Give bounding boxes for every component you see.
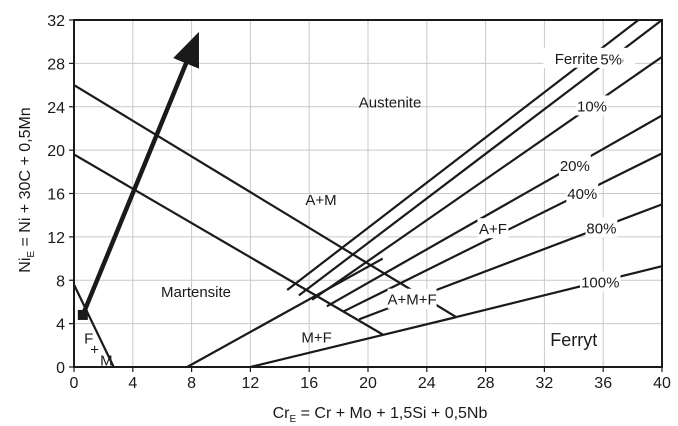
boundary-line (73, 284, 115, 368)
ferrite-line-20-percent (326, 114, 663, 308)
y-tick-label: 8 (56, 273, 65, 290)
y-tick-label: 32 (47, 13, 65, 30)
x-axis-label-sub: E (290, 414, 297, 425)
x-tick-label: 8 (187, 375, 196, 392)
ferrite-label-bg (558, 155, 591, 176)
region-label-bg (387, 288, 437, 309)
y-tick-label: 20 (47, 143, 65, 160)
ferrite-label-bg (585, 217, 618, 238)
ferrite-label: 80% (586, 220, 616, 237)
region-label-f: F (84, 331, 93, 348)
region-label-austenite: Austenite (359, 94, 422, 111)
y-axis-label-sub: E (26, 251, 37, 258)
x-tick-label: 28 (477, 375, 495, 392)
ferrite-label: 40% (567, 186, 597, 203)
region-label-ferryt: Ferryt (550, 330, 597, 350)
y-axis-label-rest: = Ni + 30C + 0,5Mn (17, 107, 34, 251)
y-tick-label: 0 (56, 360, 65, 377)
x-ticks: 0 4 8 12 16 20 24 28 32 36 40 (70, 367, 671, 392)
ferrite-label: 20% (560, 158, 590, 175)
y-tick-label: 28 (47, 56, 65, 73)
x-axis-label: CrE = Cr + Mo + 1,5Si + 0,5Nb (273, 405, 488, 425)
x-tick-label: 12 (242, 375, 260, 392)
x-tick-label: 20 (359, 375, 377, 392)
y-tick-label: 16 (47, 187, 65, 204)
x-tick-label: 36 (594, 375, 612, 392)
region-label-m: M (100, 352, 113, 369)
x-tick-label: 24 (418, 375, 436, 392)
region-label-a-f: A+F (479, 221, 507, 238)
ferrite-label-bg (580, 271, 621, 292)
x-axis-label-main: Cr (273, 405, 291, 422)
y-tick-label: 4 (56, 317, 65, 334)
arrow-shaft (80, 31, 199, 316)
ferrite-line-100-percent (455, 265, 663, 319)
ferrite-label: 100% (581, 274, 619, 291)
y-tick-label: 12 (47, 230, 65, 247)
ferrite-lines: Ferrite 0%5%10%20%40%80%100% (286, 19, 663, 321)
x-tick-label: 40 (653, 375, 671, 392)
x-tick-label: 4 (128, 375, 137, 392)
y-tick-label: 24 (47, 100, 65, 117)
arrow-start-marker (77, 309, 88, 320)
y-ticks: 0 4 8 12 16 20 24 28 32 (47, 13, 74, 377)
region-label-m-f: M+F (301, 330, 331, 347)
ferrite-label: 10% (577, 98, 607, 115)
x-tick-label: 0 (70, 375, 79, 392)
plot-frame (73, 19, 663, 368)
region-label-a-m: A+M (305, 192, 336, 209)
region-label-plus: + (90, 342, 99, 359)
grid (74, 20, 662, 367)
x-axis-label-rest: = Cr + Mo + 1,5Si + 0,5Nb (296, 405, 487, 422)
region-label-a-m-f: A+M+F (388, 292, 437, 309)
boundary-line (73, 84, 457, 319)
boundary-line (250, 316, 457, 369)
ferrite-label-bg (599, 48, 623, 69)
region-labels: Austenite A+M Martensite A+F A+M+F M+F Ferryt F… (84, 94, 597, 369)
ferrite-label-bg (566, 182, 599, 203)
ferrite-label: 5% (600, 52, 622, 69)
x-tick-label: 32 (536, 375, 554, 392)
region-label-martensite: Martensite (161, 284, 231, 301)
boundary-line (186, 257, 384, 368)
x-tick-label: 16 (300, 375, 318, 392)
y-axis-label-main: Ni (17, 258, 34, 273)
arrow (77, 31, 199, 320)
ferrite-label-bg (576, 95, 608, 116)
y-axis-label: NiE = Ni + 30C + 0,5Mn (17, 107, 37, 272)
region-label-bg (477, 218, 509, 239)
boundary-lines (73, 84, 457, 369)
